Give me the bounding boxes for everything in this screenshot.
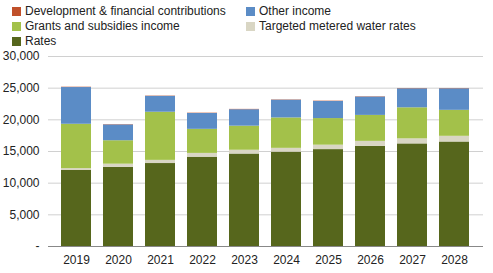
svg-text:30,000: 30,000	[3, 49, 40, 63]
svg-text:2023: 2023	[231, 253, 258, 267]
svg-text:2020: 2020	[105, 253, 132, 267]
html-text:Targeted metered water rates: Targeted metered water rates	[259, 19, 416, 33]
svg-text:2019: 2019	[63, 253, 90, 267]
svg-text:2022: 2022	[189, 253, 216, 267]
svg-text:15,000: 15,000	[3, 144, 40, 158]
html-text:Rates: Rates	[25, 34, 57, 48]
svg-text:10,000: 10,000	[3, 176, 40, 190]
html-text:Other income: Other income	[259, 4, 331, 18]
svg-text:2021: 2021	[147, 253, 174, 267]
svg-text:25,000: 25,000	[3, 81, 40, 95]
svg-text:-: -	[36, 239, 40, 253]
svg-text:2026: 2026	[357, 253, 384, 267]
svg-text:20,000: 20,000	[3, 113, 40, 127]
html-text:Grants and subsidies income: Grants and subsidies income	[25, 19, 180, 33]
svg-text:5,000: 5,000	[9, 208, 39, 222]
svg-text:2024: 2024	[273, 253, 300, 267]
svg-text:2027: 2027	[399, 253, 426, 267]
svg-text:2025: 2025	[315, 253, 342, 267]
html-text:Development & financial contri: Development & financial contributions	[25, 4, 226, 18]
svg-text:2028: 2028	[441, 253, 468, 267]
